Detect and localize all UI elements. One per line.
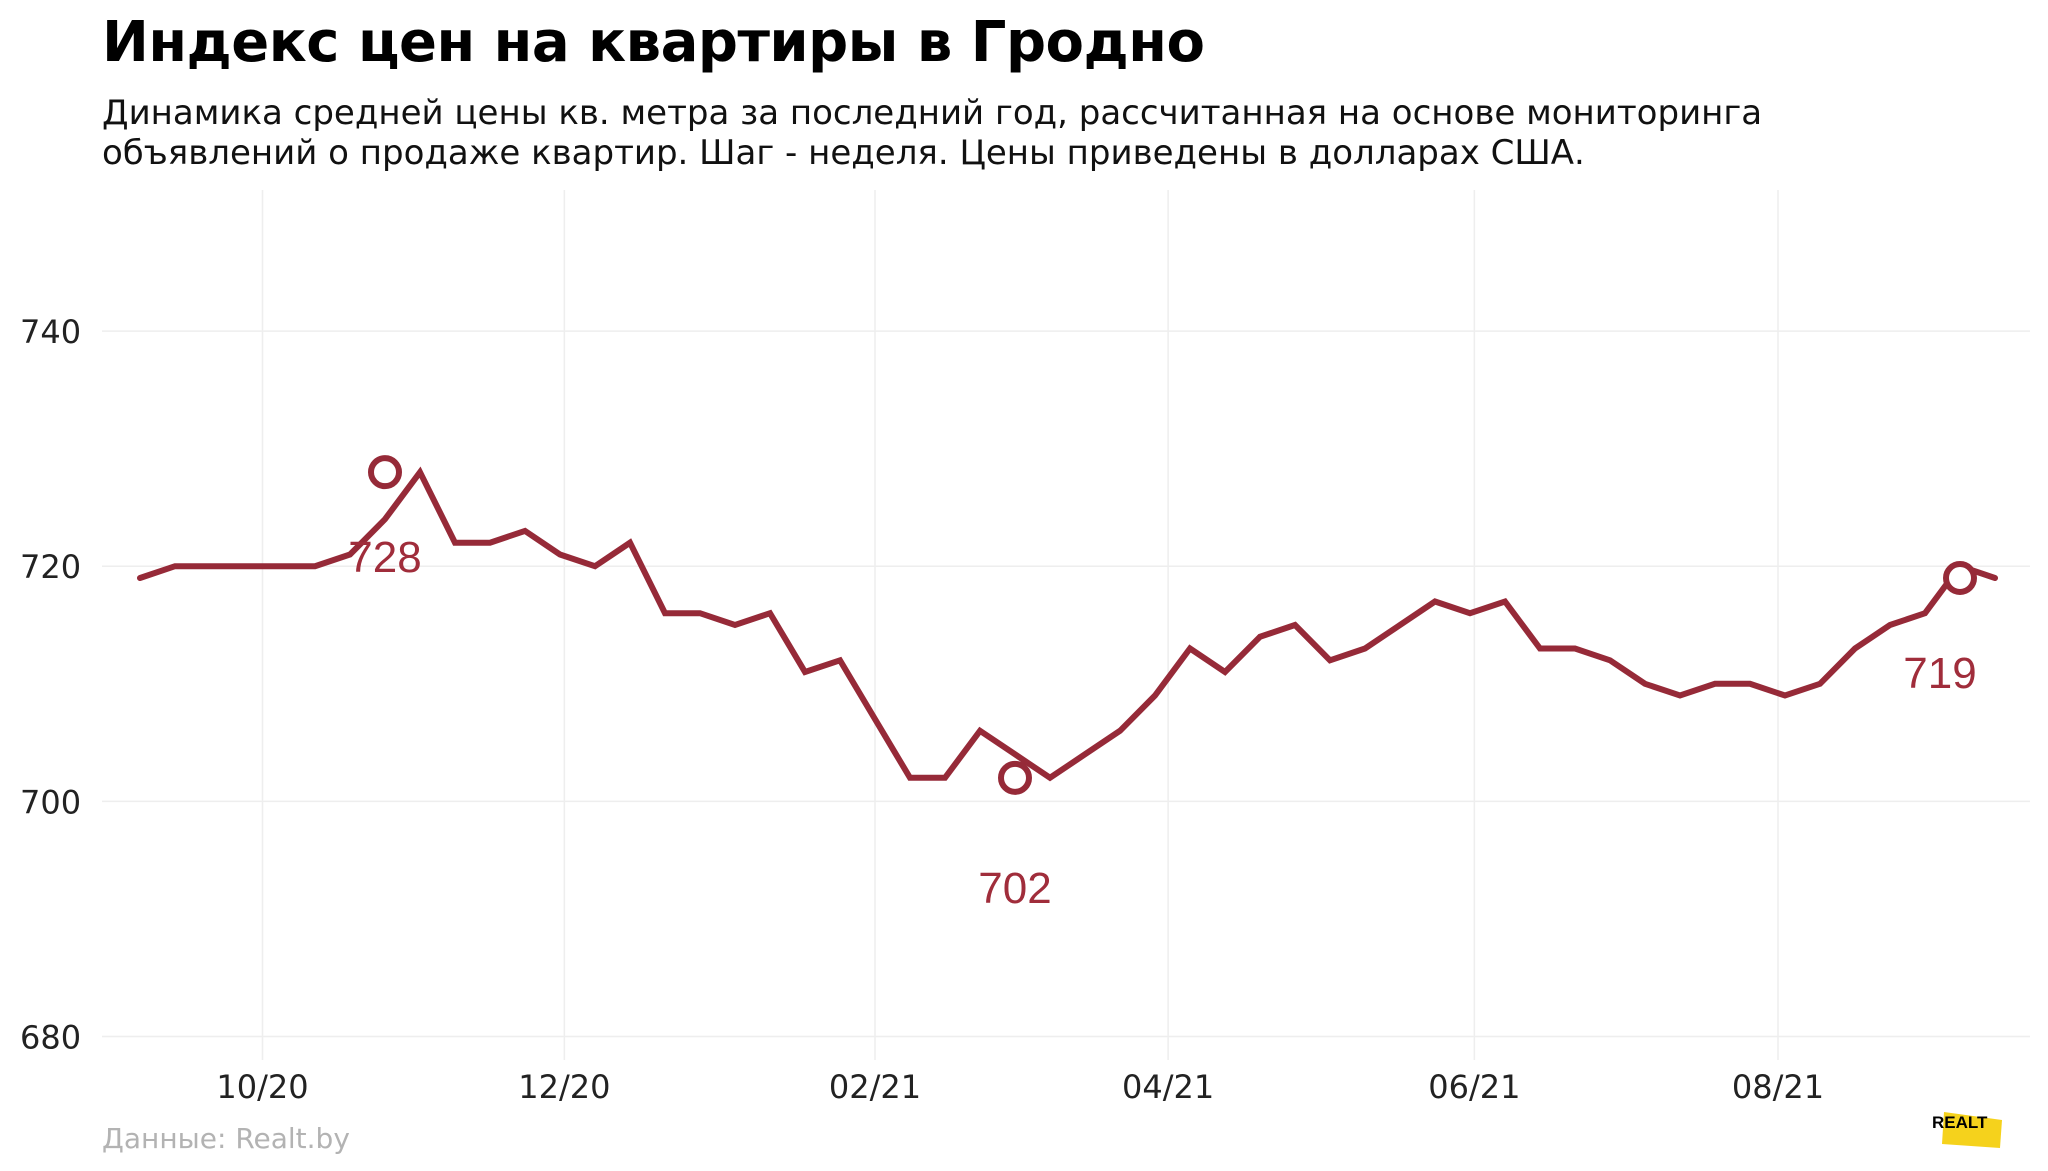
y-tick-label: 720 [20,548,81,586]
y-tick-label: 680 [20,1018,81,1056]
x-tick-label: 12/20 [518,1068,610,1106]
chart-subtitle: Динамика средней цены кв. метра за после… [102,93,1902,173]
x-tick-label: 10/20 [216,1068,308,1106]
annotation-label: 719 [1903,649,1976,698]
realt-logo: REALT [1932,1112,2002,1148]
x-tick-label: 08/21 [1732,1068,1824,1106]
series-line [137,466,1998,782]
data-source: Данные: Realt.by [102,1122,350,1155]
subtitle-line-1: Динамика средней цены кв. метра за после… [102,93,1763,133]
logo-shape [1942,1112,2002,1148]
x-tick-label: 06/21 [1428,1068,1520,1106]
annotation-marker [998,760,1032,795]
annotation-label: 702 [978,864,1051,913]
logo-text: REALT [1932,1113,1988,1132]
y-tick-label: 740 [20,313,81,351]
x-tick-label: 02/21 [829,1068,921,1106]
annotation-marker [368,455,402,490]
annotation-label: 728 [348,533,421,582]
chart-title: Индекс цен на квартиры в Гродно [102,10,1205,75]
annotation-marker [1943,560,1977,595]
subtitle-line-2: объявлений о продаже квартир. Шаг - неде… [102,133,1585,173]
y-tick-label: 700 [20,783,81,821]
x-tick-label: 04/21 [1122,1068,1214,1106]
